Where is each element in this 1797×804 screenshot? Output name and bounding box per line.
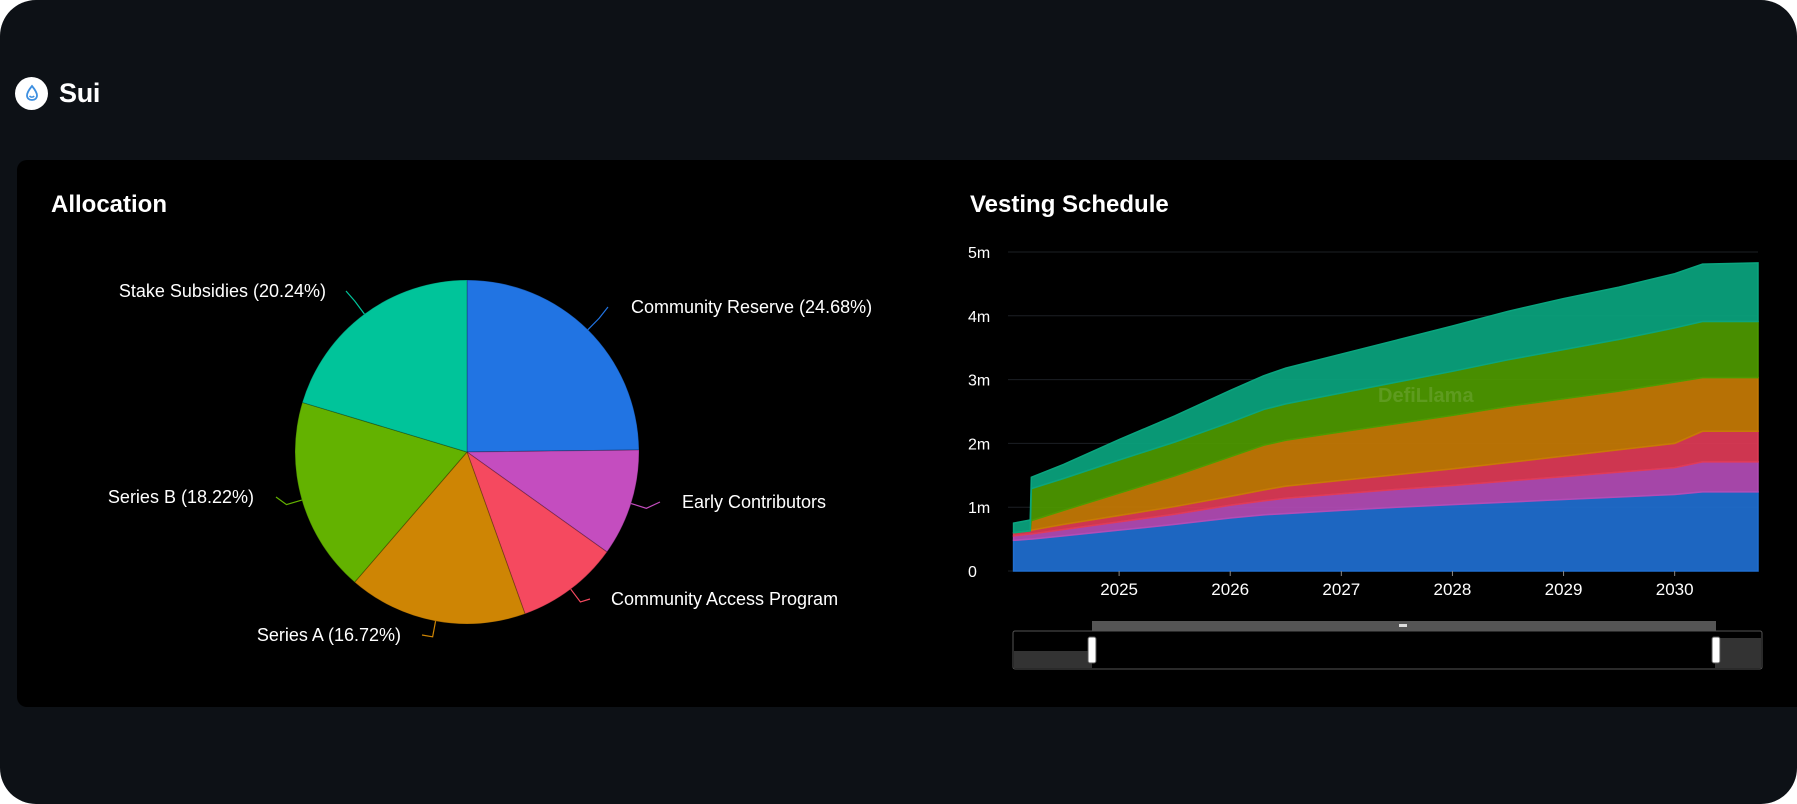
pie-slice-label: Stake Subsidies (20.24%) <box>119 281 326 301</box>
pie-slice-label: Community Reserve (24.68%) <box>631 297 872 317</box>
x-tick-label: 2026 <box>1211 580 1249 599</box>
pie-slice-label: Early Contributors <box>682 492 826 512</box>
range-slider-track[interactable] <box>1012 630 1763 670</box>
range-slider-right-handle[interactable] <box>1711 636 1721 664</box>
pie-label-connector <box>345 290 365 315</box>
range-slider-mask-right <box>1715 638 1761 668</box>
token-header: Sui <box>15 76 100 110</box>
y-tick-label: 3m <box>968 373 990 390</box>
pie-slice[interactable] <box>465 449 640 553</box>
pie-slice-label: Community Access Program <box>611 589 838 609</box>
x-tick-label: 2025 <box>1100 580 1138 599</box>
pie-slice[interactable] <box>353 451 526 625</box>
pie-label-connector <box>630 501 661 509</box>
pie-label-connector <box>421 620 437 638</box>
watermark: DefiLlama <box>1378 385 1474 407</box>
area-series[interactable] <box>1012 262 1759 534</box>
sui-droplet-icon <box>15 76 48 110</box>
x-tick-label: 2030 <box>1656 580 1694 599</box>
x-tick-label: 2029 <box>1545 580 1583 599</box>
pie-label-connector <box>570 588 591 603</box>
range-slider-left-handle[interactable] <box>1087 636 1097 664</box>
allocation-pie-chart: Community Reserve (24.68%) Early Contribu… <box>108 279 872 645</box>
pie-slice-label: Series A (16.72%) <box>257 625 401 645</box>
pie-slice[interactable] <box>466 279 640 453</box>
vesting-title: Vesting Schedule <box>970 191 1169 218</box>
y-tick-label: 1m <box>968 500 990 517</box>
range-slider-mask-left <box>1014 651 1092 668</box>
allocation-title: Allocation <box>51 191 168 218</box>
y-tick-label: 5m <box>968 245 990 262</box>
x-tick-label: 2028 <box>1434 580 1472 599</box>
y-tick-label: 4m <box>968 309 990 326</box>
pie-label-connector <box>275 496 303 506</box>
y-tick-label: 2m <box>968 436 990 453</box>
pie-slice[interactable] <box>294 401 468 583</box>
x-tick-label: 2027 <box>1322 580 1360 599</box>
y-tick-label: 0 <box>968 564 977 581</box>
pie-label-connector <box>587 306 609 331</box>
range-slider-grip-icon <box>1399 624 1407 627</box>
pie-slice-label: Series B (18.22%) <box>108 487 254 507</box>
pie-slice[interactable] <box>301 279 468 453</box>
token-title: Sui <box>59 77 101 108</box>
